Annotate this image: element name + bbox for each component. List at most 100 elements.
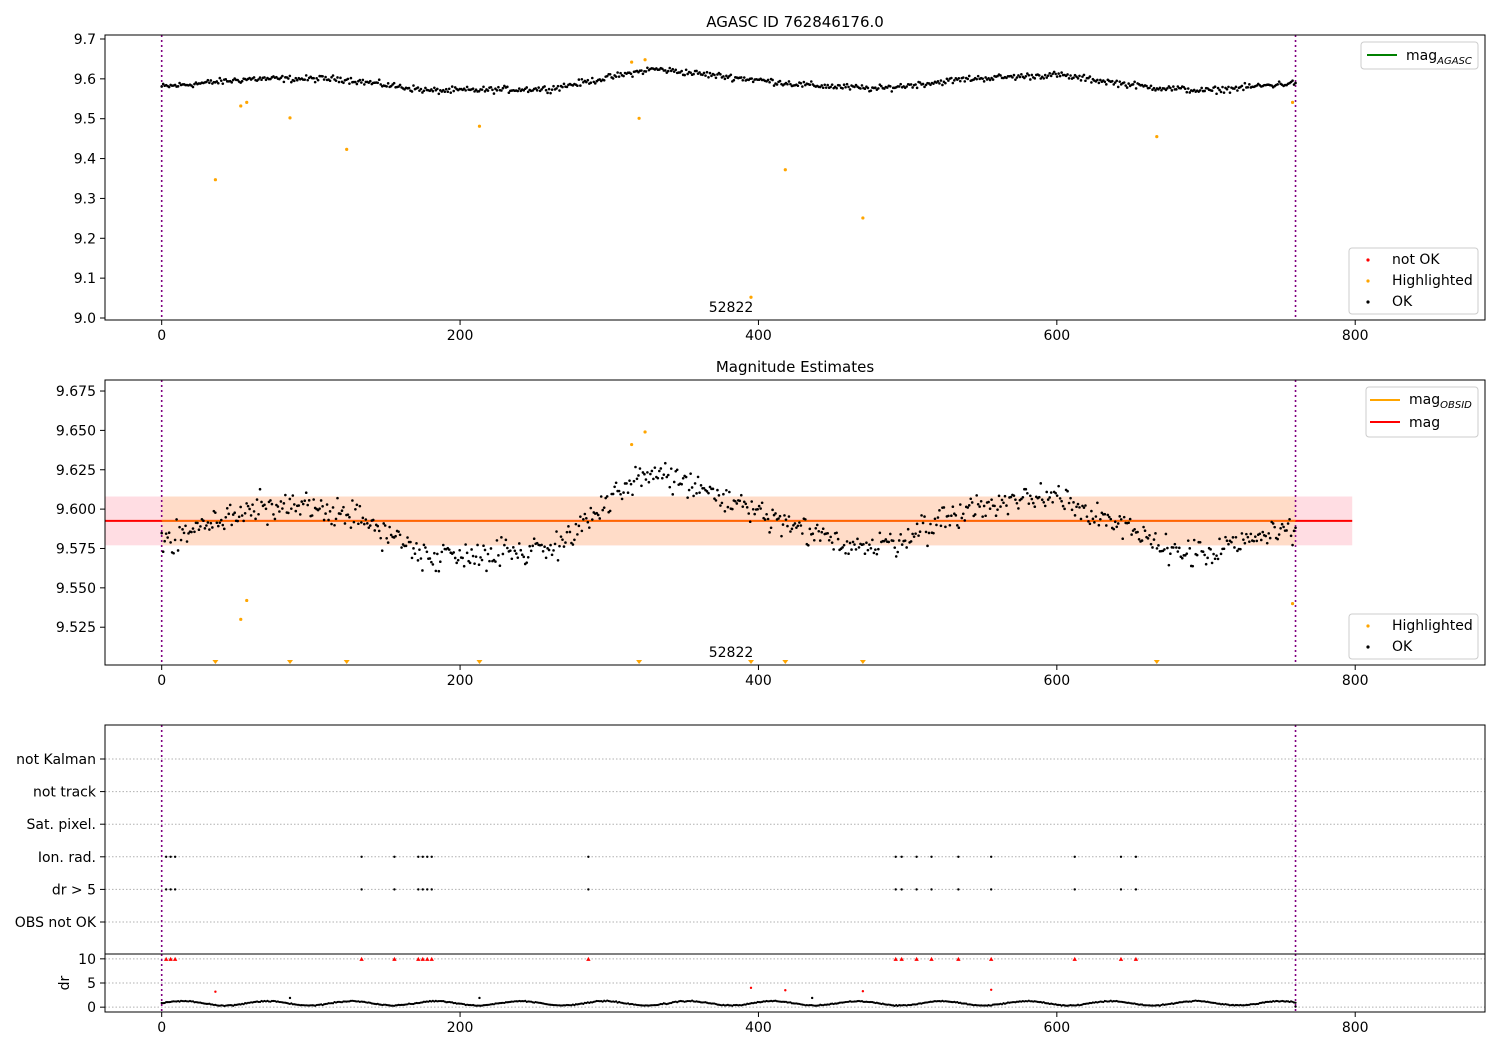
offscale-marker	[286, 660, 293, 664]
ok-point	[218, 521, 222, 524]
ok-point	[361, 516, 365, 520]
flag-point	[173, 888, 177, 891]
ok-point	[644, 70, 648, 73]
ok-point	[1259, 538, 1263, 542]
ok-point	[1248, 540, 1251, 543]
ok-point	[214, 511, 217, 514]
ok-point	[580, 529, 584, 533]
ok-point	[485, 569, 488, 573]
ok-point	[951, 81, 955, 85]
ok-point	[1017, 507, 1020, 510]
ok-point	[1225, 87, 1229, 91]
ok-point	[553, 542, 557, 546]
ok-point	[996, 508, 999, 511]
ok-point	[842, 83, 846, 87]
ok-point	[486, 552, 490, 556]
ok-point	[684, 68, 688, 72]
x-tick-label: 800	[1342, 1020, 1369, 1036]
ok-point	[257, 512, 260, 516]
ok-point	[967, 504, 971, 507]
flag-point	[360, 855, 363, 858]
ok-point	[1292, 529, 1296, 533]
ok-point	[742, 500, 746, 504]
ok-point	[1109, 517, 1113, 521]
ok-point	[284, 493, 287, 497]
ok-point	[464, 89, 467, 92]
flag-point	[164, 855, 168, 858]
ok-point	[471, 87, 475, 90]
ok-point	[197, 528, 201, 532]
ok-point	[208, 528, 211, 531]
ok-point	[760, 501, 764, 505]
ok-point	[330, 75, 333, 79]
ok-point	[537, 86, 540, 89]
ok-point	[661, 476, 664, 480]
ok-point	[956, 524, 959, 527]
ok-point	[1012, 73, 1016, 77]
ok-point	[827, 538, 831, 542]
y-tick-label: 9.7	[74, 32, 96, 48]
ok-point	[887, 540, 891, 544]
ok-point	[938, 509, 941, 512]
ok-point	[713, 73, 716, 77]
offscale-marker	[782, 660, 789, 664]
ok-point	[1289, 534, 1293, 538]
ok-point	[911, 532, 914, 536]
ok-point	[820, 84, 824, 87]
ok-point	[914, 532, 917, 535]
dr-clipped-marker	[420, 956, 425, 961]
ok-point	[683, 73, 686, 77]
ok-point	[982, 504, 986, 508]
ok-point	[646, 66, 649, 70]
ok-point	[1078, 506, 1081, 509]
ok-point	[757, 504, 761, 508]
ok-point	[1204, 562, 1208, 566]
ok-point	[935, 523, 938, 527]
ok-point	[768, 531, 771, 534]
ok-point	[470, 548, 473, 551]
ok-point	[208, 81, 211, 85]
ok-point	[294, 76, 298, 80]
ok-point	[371, 518, 375, 522]
ok-point	[1154, 532, 1157, 535]
ok-point	[406, 536, 409, 539]
ok-point	[708, 71, 712, 75]
ok-point	[219, 518, 223, 522]
ok-point	[225, 506, 229, 510]
ok-point	[549, 91, 552, 95]
flag-point	[1119, 888, 1123, 891]
ok-point	[556, 558, 560, 562]
ok-point	[433, 551, 436, 555]
ok-point	[792, 523, 795, 527]
highlighted-point	[477, 124, 482, 128]
ok-point	[1264, 534, 1268, 538]
flag-point	[1073, 888, 1076, 891]
ok-point	[1081, 504, 1084, 508]
ok-point	[471, 554, 475, 558]
ok-point	[1185, 90, 1189, 94]
ok-point	[479, 556, 482, 559]
ok-point	[295, 78, 299, 82]
ok-point	[786, 82, 789, 86]
ok-point	[978, 505, 981, 508]
ok-point	[787, 80, 791, 83]
ok-point	[298, 513, 302, 516]
ok-point	[453, 556, 457, 560]
ok-point	[334, 79, 338, 82]
ok-point	[728, 490, 731, 494]
ok-point	[1020, 72, 1023, 76]
ok-point	[1158, 86, 1162, 90]
ok-point	[1067, 501, 1071, 505]
ok-point	[516, 89, 520, 93]
ok-point	[501, 552, 505, 556]
ok-point	[281, 74, 284, 78]
ok-point	[619, 71, 622, 75]
ok-point	[565, 85, 569, 89]
ok-point	[269, 77, 272, 81]
ok-point	[848, 541, 852, 545]
ok-point	[1243, 541, 1247, 545]
ok-point	[458, 548, 461, 552]
ok-point	[342, 505, 345, 509]
ok-point	[1216, 86, 1220, 90]
ok-point	[576, 533, 579, 536]
